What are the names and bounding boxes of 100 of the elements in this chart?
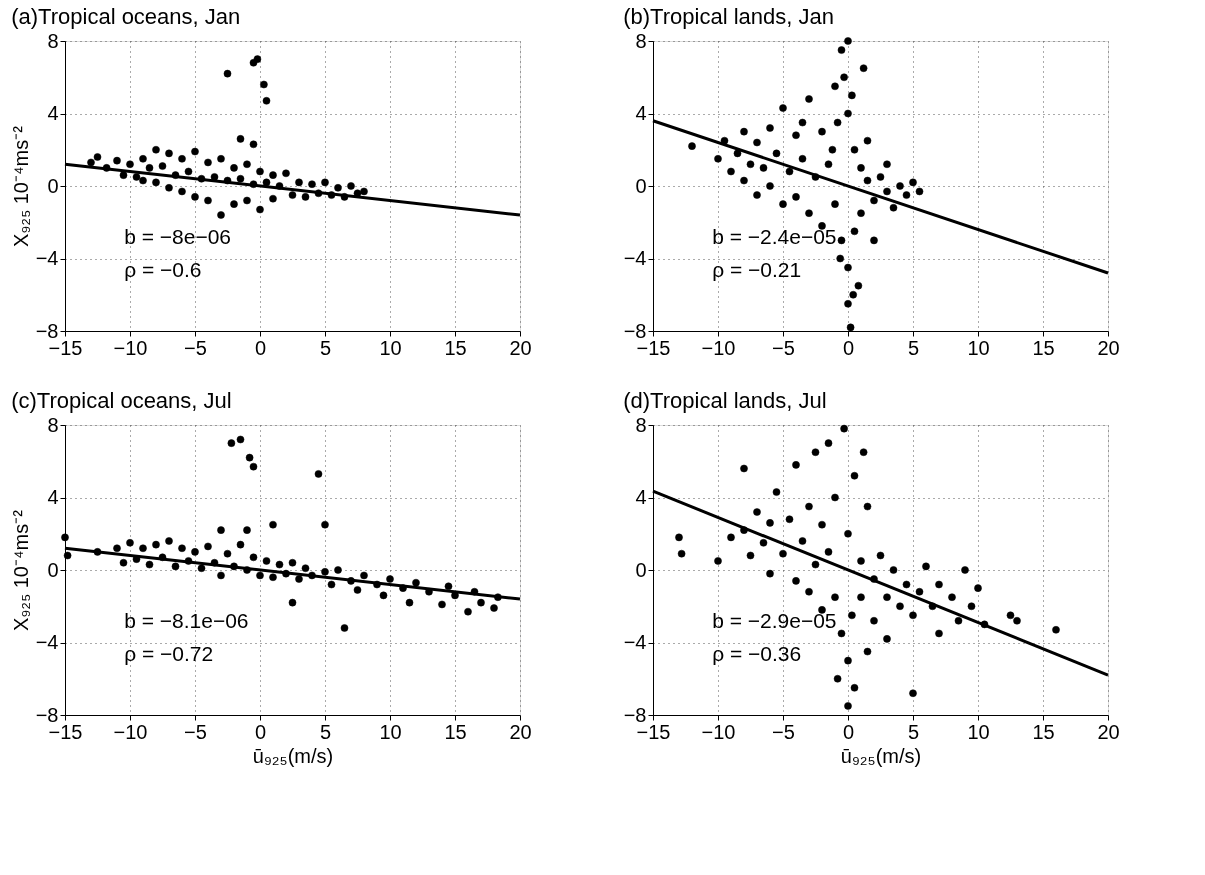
point — [165, 184, 173, 192]
x-tick-label: 5 — [319, 720, 332, 743]
point — [217, 155, 225, 163]
point — [759, 164, 768, 172]
point — [798, 155, 807, 163]
point — [844, 37, 852, 45]
point — [831, 200, 839, 208]
point — [883, 160, 891, 169]
x-tick-label: 0 — [842, 720, 855, 743]
point — [126, 160, 134, 169]
point — [844, 300, 852, 308]
point — [236, 135, 245, 143]
point — [772, 149, 781, 158]
y-tick-label: 0 — [635, 558, 647, 581]
y-tick-label: −8 — [623, 319, 647, 342]
y-tick-label: 8 — [635, 29, 647, 52]
point — [850, 227, 859, 236]
point — [191, 147, 199, 156]
y-tick-label: −4 — [35, 247, 59, 269]
x-axis-title: ū₉₂₅(m/s) — [252, 744, 334, 767]
x-tick-label: −5 — [772, 720, 795, 743]
point — [269, 171, 277, 179]
point — [859, 64, 868, 72]
point — [262, 97, 271, 105]
point — [740, 127, 748, 136]
point — [792, 193, 800, 201]
point — [870, 196, 878, 205]
point — [844, 263, 852, 272]
point — [848, 91, 856, 100]
point — [178, 155, 186, 163]
point — [236, 174, 245, 183]
point — [334, 184, 342, 192]
y-tick-label: −4 — [35, 631, 59, 653]
chart-title: (b)Tropical lands, Jan — [623, 4, 834, 29]
point — [779, 200, 787, 208]
point — [779, 104, 787, 112]
x-axis-title: ū₉₂₅(m/s) — [840, 744, 922, 767]
point — [132, 173, 141, 181]
point — [714, 155, 722, 163]
annotation: ρ = −0.6 — [124, 258, 202, 282]
point — [256, 205, 264, 214]
y-axis-title: X₉₂₅ 10⁻⁴ms⁻² — [9, 125, 32, 247]
point — [223, 69, 232, 78]
annotation: b = −2.4e−05 — [712, 225, 837, 249]
y-tick-label: 8 — [635, 413, 647, 436]
point — [260, 80, 268, 89]
point — [909, 178, 917, 187]
y-axis-title: X₉₂₅ 10⁻⁴ms⁻² — [9, 509, 32, 631]
point — [139, 155, 147, 163]
point — [249, 140, 258, 149]
point — [836, 254, 844, 263]
point — [740, 176, 748, 185]
x-tick-label: 10 — [967, 336, 990, 359]
point — [210, 173, 219, 181]
y-tick-label: −4 — [623, 247, 647, 269]
point — [883, 187, 891, 196]
point — [746, 160, 755, 169]
point — [857, 209, 865, 217]
point — [915, 187, 924, 196]
point — [854, 281, 863, 290]
point — [818, 222, 826, 230]
point — [792, 131, 800, 140]
x-tick-label: 10 — [379, 336, 402, 359]
y-tick-label: 0 — [47, 174, 59, 197]
y-tick-label: 4 — [47, 486, 59, 508]
x-tick-label: 5 — [907, 336, 920, 359]
y-tick-label: −8 — [623, 703, 647, 726]
point — [818, 127, 826, 136]
point — [805, 95, 813, 103]
point — [863, 136, 872, 145]
y-tick-label: 4 — [635, 486, 647, 508]
point — [727, 167, 735, 176]
point — [849, 290, 857, 299]
point — [870, 236, 878, 245]
annotation: b = −8.1e−06 — [124, 609, 249, 633]
point — [217, 211, 225, 219]
point — [288, 191, 297, 199]
point — [152, 145, 160, 154]
point — [360, 187, 368, 196]
point — [204, 196, 212, 205]
point — [262, 178, 271, 187]
x-tick-label: −10 — [701, 336, 736, 359]
point — [145, 164, 154, 172]
annotation: ρ = −0.36 — [712, 642, 802, 666]
point — [119, 171, 128, 179]
point — [837, 236, 846, 245]
x-tick-label: 0 — [254, 720, 267, 743]
point — [347, 182, 355, 190]
point — [902, 191, 911, 199]
x-tick-label: 15 — [1032, 336, 1055, 359]
x-tick-label: 20 — [509, 720, 532, 743]
point — [243, 160, 251, 169]
point — [256, 167, 264, 176]
point — [269, 194, 277, 203]
point — [753, 191, 761, 199]
point — [837, 46, 846, 54]
x-tick-label: 10 — [967, 720, 990, 743]
y-tick-label: 4 — [635, 102, 647, 124]
point — [158, 162, 167, 170]
point — [720, 136, 729, 145]
